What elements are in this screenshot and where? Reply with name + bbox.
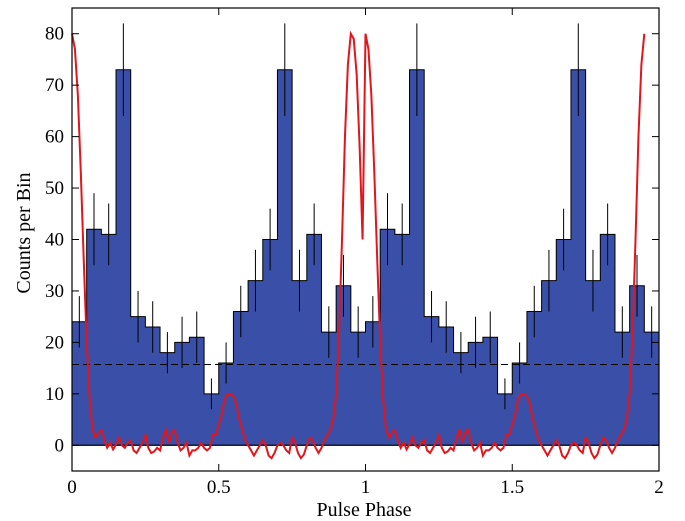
y-tick-label: 60	[45, 127, 64, 148]
histogram-bin	[453, 352, 469, 446]
histogram-bin	[160, 352, 175, 446]
y-tick-label: 80	[45, 24, 64, 45]
histogram-bin	[468, 342, 483, 446]
histogram-bin	[116, 69, 131, 446]
y-tick-label: 50	[45, 178, 64, 199]
y-tick-label: 0	[55, 435, 65, 456]
x-axis-ticks: 0 0.5 1 1.5 2	[67, 8, 664, 498]
histogram-bin	[424, 316, 439, 446]
histogram-bin	[556, 239, 571, 446]
histogram-bin	[218, 362, 234, 446]
histogram-bin	[306, 234, 322, 446]
histogram-bin	[365, 321, 381, 446]
histogram-bin	[204, 393, 219, 446]
histogram-bin	[512, 362, 527, 446]
histogram-bin	[570, 69, 586, 446]
y-tick-label: 20	[45, 332, 64, 353]
histogram-bin	[72, 321, 87, 446]
histogram-bin	[277, 69, 293, 446]
x-tick-label: 0	[67, 477, 77, 498]
histogram-bin	[497, 393, 513, 446]
histogram-bin	[600, 234, 615, 446]
histogram-bin	[614, 332, 630, 446]
y-axis-label: Counts per Bin	[13, 172, 35, 293]
error-bars	[78, 23, 653, 410]
histogram-bin	[350, 332, 366, 446]
x-tick-label: 1.5	[500, 477, 524, 498]
histogram-outline	[72, 69, 659, 395]
histogram-bars	[72, 69, 659, 446]
histogram-bin	[585, 280, 601, 446]
y-tick-label: 40	[45, 230, 64, 251]
histogram-bin	[174, 342, 190, 446]
x-tick-label: 1	[361, 477, 371, 498]
y-tick-label: 10	[45, 384, 64, 405]
histogram-bin	[380, 229, 395, 446]
histogram-bin	[130, 316, 146, 446]
y-axis-ticks: 0 10 20 30 40 50 60 70 80	[45, 24, 659, 456]
histogram-bin	[394, 234, 410, 446]
x-tick-label: 2	[654, 477, 664, 498]
x-tick-label: 0.5	[207, 477, 231, 498]
histogram-bin	[644, 332, 659, 446]
histogram-bin	[292, 280, 307, 446]
histogram-bin	[248, 280, 263, 446]
histogram-bin	[409, 69, 425, 446]
histogram-bin	[101, 234, 117, 446]
y-tick-label: 70	[45, 75, 64, 96]
histogram-bin	[321, 332, 337, 446]
histogram-bin	[145, 326, 161, 446]
histogram-bin	[541, 280, 557, 446]
histogram-bin	[438, 326, 454, 446]
histogram-bin	[86, 229, 102, 446]
y-tick-label: 30	[45, 281, 64, 302]
model-curve	[71, 30, 646, 460]
model-curve-line	[71, 30, 646, 460]
x-axis-label: Pulse Phase	[317, 499, 412, 521]
histogram-bin	[262, 239, 278, 446]
